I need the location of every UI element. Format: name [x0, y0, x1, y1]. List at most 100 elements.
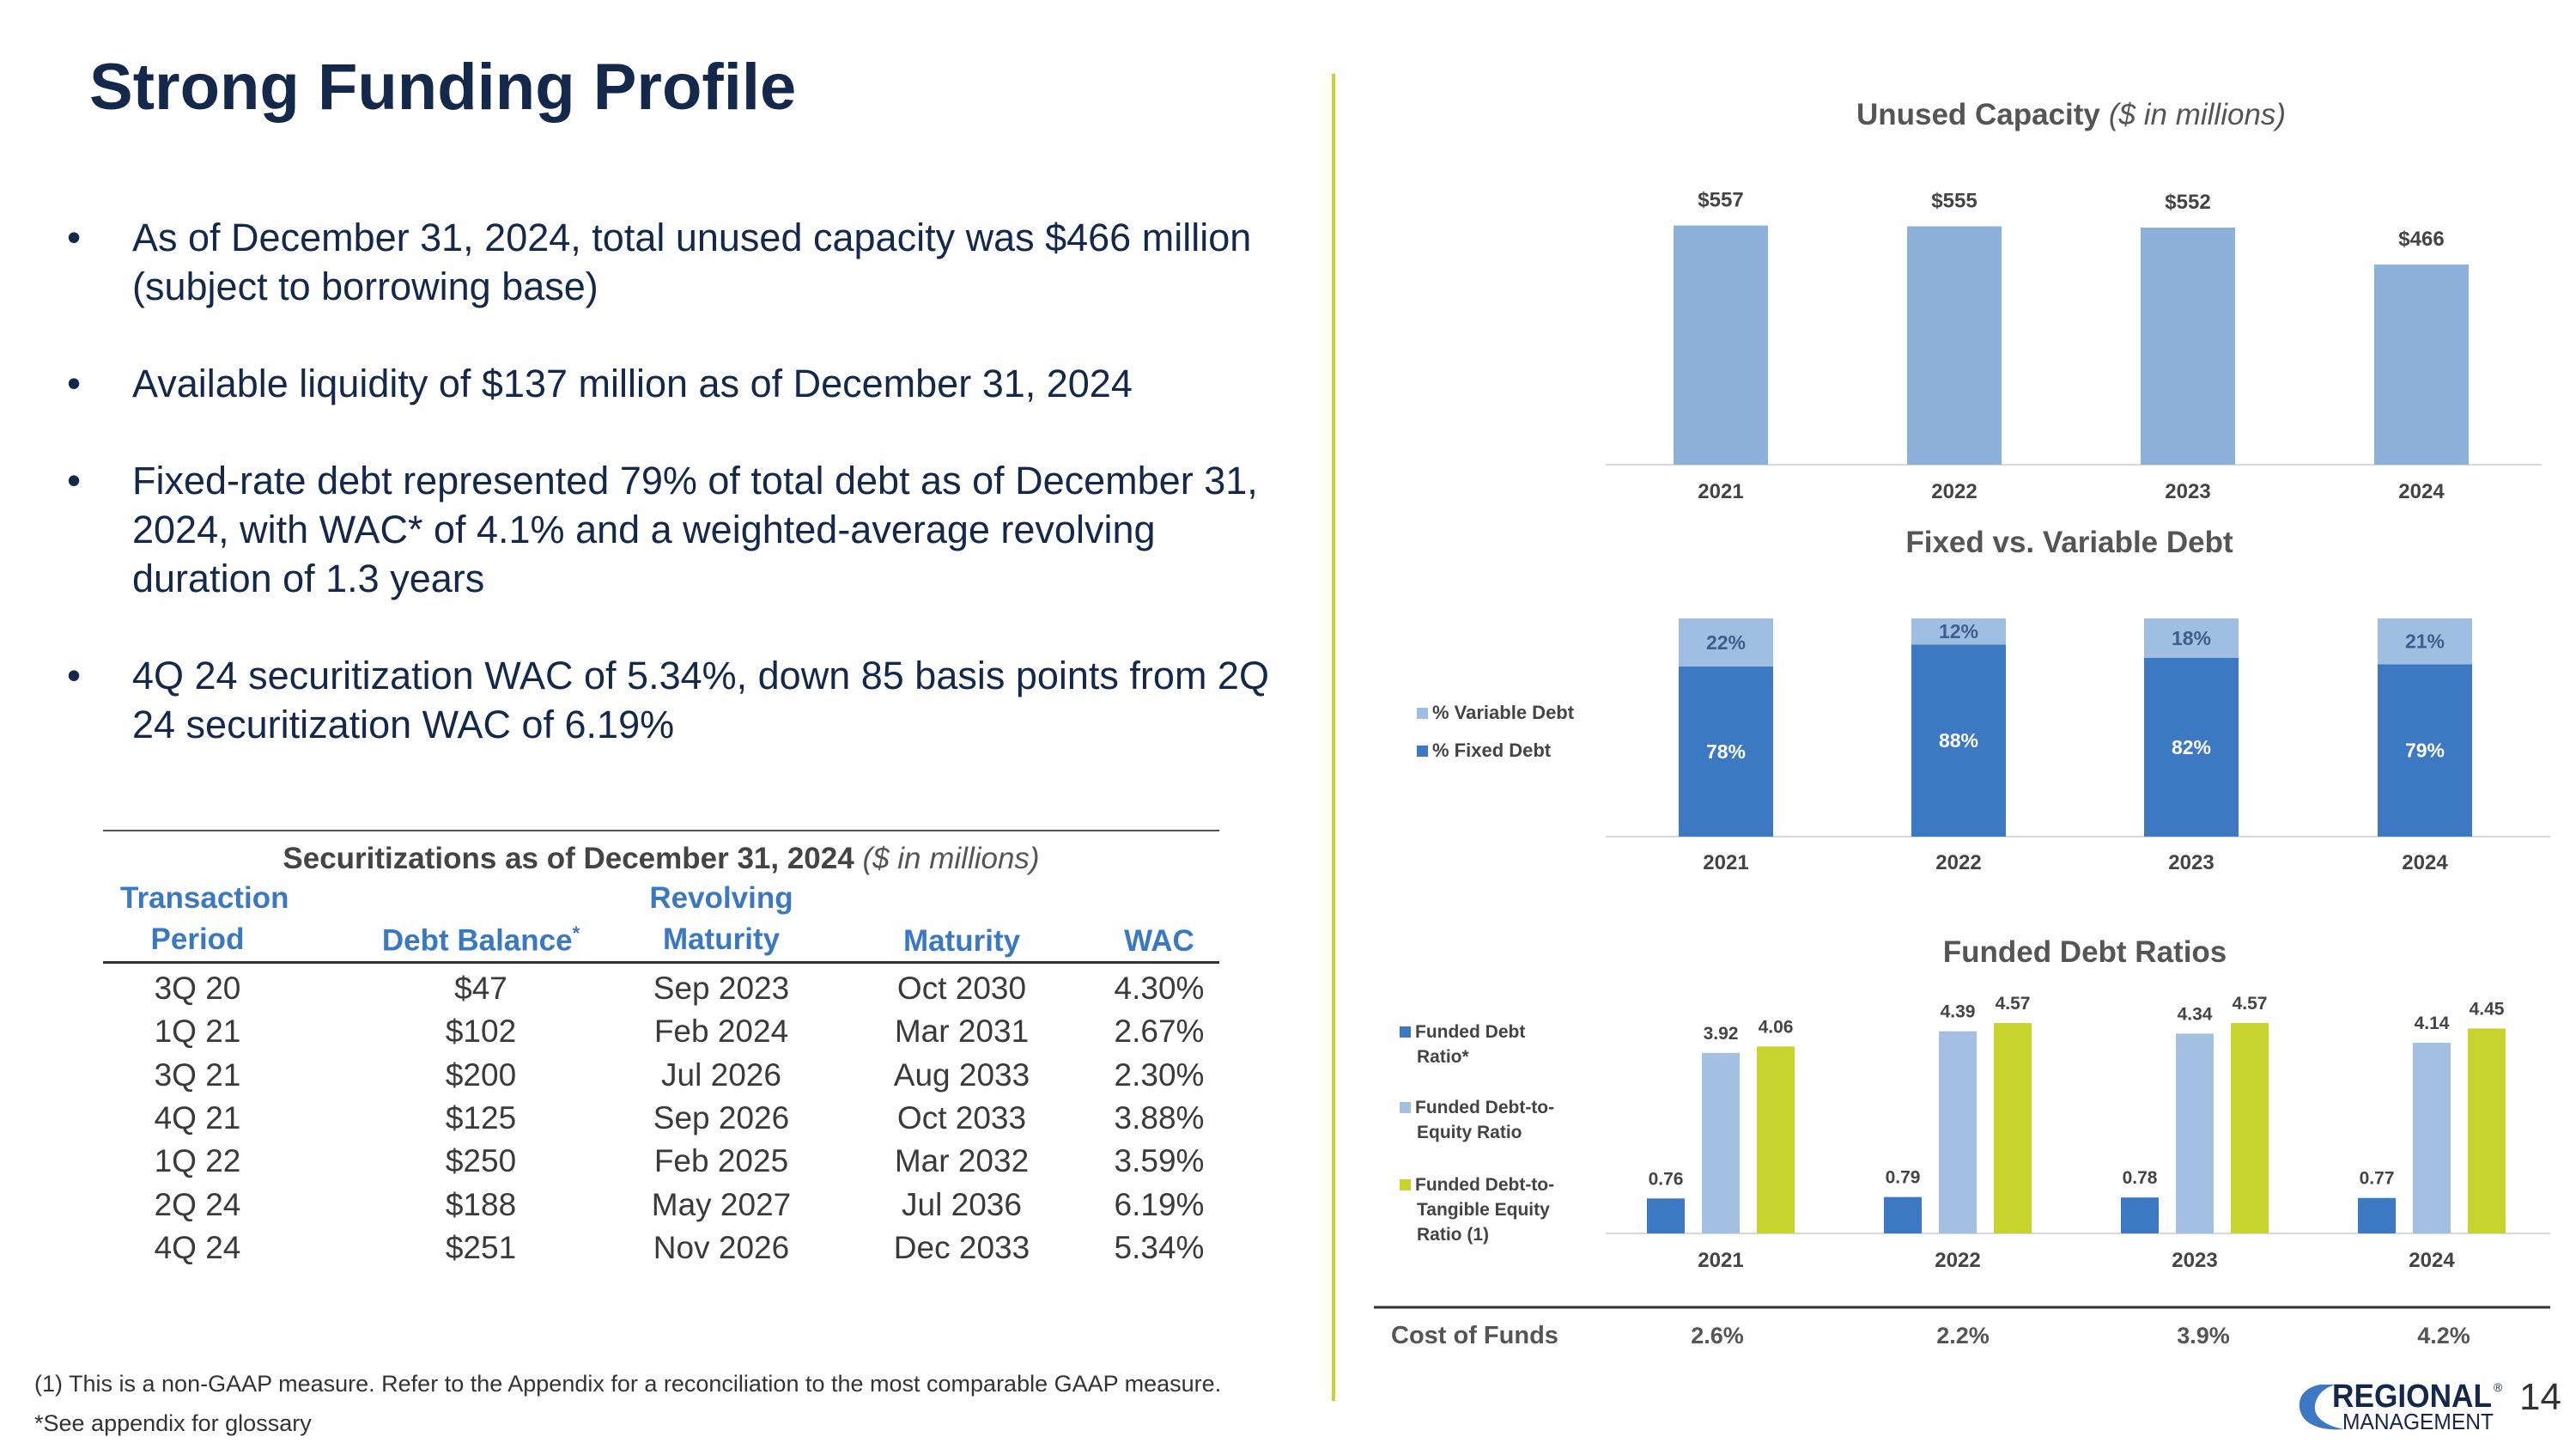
table-cell: $125 — [445, 1099, 517, 1135]
chart1-bar — [1907, 226, 2002, 465]
page-title: Strong Funding Profile — [89, 51, 797, 124]
table-header-rule — [103, 961, 1219, 964]
regional-management-logo: REGIONAL ® MANAGEMENT — [2299, 1379, 2503, 1434]
chart2-bars: 78% 22% 2021 88% 12% 2022 82% 18% 2023 79% 21% 2024 — [1679, 618, 2472, 874]
chart3-legend: Funded Debt Ratio* Funded Debt-to- Equity R… — [1400, 1022, 1554, 1245]
table-cell: Oct 2030 — [896, 971, 1027, 1006]
chart3-data-label: 0.78 — [2123, 1168, 2158, 1188]
bullet-item: 4Q 24 securitization WAC of 5.34%, down … — [67, 651, 1269, 749]
table-cell: 3.88% — [1114, 1099, 1205, 1135]
chart3-bar — [2121, 1197, 2159, 1233]
chart3-data-label: 0.76 — [1649, 1169, 1684, 1189]
table-cell: Sep 2026 — [653, 1099, 790, 1135]
fixed-variable-debt-chart: Fixed vs. Variable Debt % Variable Debt%… — [1417, 526, 2550, 874]
chart3-title: Funded Debt Ratios — [1943, 935, 2227, 969]
chart2-bar-fixed — [1911, 644, 2006, 837]
bullet-item: As of December 31, 2024, total unused ca… — [67, 213, 1269, 311]
table-cell: Jul 2026 — [661, 1056, 781, 1093]
chart3-bar — [1702, 1052, 1740, 1233]
header-debt-balance-mark: * — [572, 922, 580, 944]
table-cell: 3Q 21 — [154, 1056, 241, 1093]
chart1-data-label: $466 — [2398, 228, 2444, 251]
header-debt-balance: Debt Balance* — [352, 922, 610, 959]
chart2-fixed-label: 82% — [2172, 736, 2211, 758]
table-cell: $47 — [454, 971, 507, 1006]
footnote-2: *See appendix for glossary — [34, 1410, 312, 1436]
chart2-bar-variable — [1679, 618, 1773, 667]
chart3-legend-label: Funded Debt-to- — [1415, 1098, 1554, 1117]
table-cell: 5.34% — [1114, 1229, 1205, 1265]
chart2-fixed-label: 88% — [1939, 729, 1978, 752]
chart1-title-text: Unused Capacity — [1856, 98, 2100, 131]
header-period-line1: Transaction — [120, 881, 289, 915]
table-cell: $200 — [445, 1056, 517, 1093]
table-cell: Dec 2033 — [893, 1229, 1030, 1265]
vertical-divider — [1332, 74, 1335, 1401]
table-title-bold: Securitizations as of December 31, 2024 — [283, 842, 854, 875]
chart2-fixed-label: 78% — [1706, 740, 1746, 763]
chart2-tick-label: 2024 — [2402, 851, 2448, 874]
header-revolving-line2: Maturity — [662, 922, 781, 956]
table-cell: Sep 2023 — [653, 971, 790, 1006]
chart1-tick-label: 2022 — [1931, 480, 1977, 503]
chart2-variable-label: 12% — [1939, 620, 1978, 642]
cost-of-funds-value: 3.9% — [2177, 1323, 2230, 1349]
chart3-bars: 0.76 3.92 4.06 2021 0.79 4.39 4.57 2022 0.78 4.34… — [1647, 994, 2506, 1272]
table-cell: Aug 2033 — [893, 1056, 1030, 1093]
chart3-legend-label: Funded Debt-to- — [1415, 1175, 1554, 1195]
chart3-legend-label: Funded Debt — [1415, 1022, 1525, 1042]
table-cell: 6.19% — [1114, 1186, 1205, 1222]
chart2-bar-fixed — [1679, 666, 1773, 837]
page-number: 14 — [2519, 1376, 2561, 1418]
table-cell: Feb 2025 — [653, 1143, 789, 1179]
table-cell: Nov 2026 — [653, 1229, 790, 1265]
table-cell: 4Q 24 — [154, 1229, 241, 1265]
cost-of-funds-label: Cost of Funds — [1391, 1322, 1558, 1349]
bullet-item: Fixed-rate debt represented 79% of total… — [67, 456, 1269, 603]
chart1-bar — [2374, 265, 2469, 465]
table-cell: 2Q 24 — [154, 1186, 241, 1222]
cost-of-funds-value: 4.2% — [2417, 1323, 2470, 1349]
chart3-data-label: 3.92 — [1704, 1024, 1739, 1044]
footnote-1: (1) This is a non-GAAP measure. Refer to… — [34, 1371, 1222, 1397]
chart3-data-label: 4.39 — [1941, 1002, 1976, 1022]
chart3-legend-label: Tangible Equity — [1417, 1200, 1550, 1220]
chart2-tick-label: 2021 — [1703, 851, 1748, 874]
chart3-legend-swatch — [1400, 1179, 1411, 1190]
table-cell: $102 — [445, 1014, 517, 1050]
chart3-data-label: 4.45 — [2470, 999, 2505, 1019]
chart3-data-label: 4.06 — [1759, 1017, 1794, 1037]
table-cell: $251 — [445, 1229, 517, 1265]
chart1-data-label: $552 — [2165, 191, 2210, 214]
chart3-legend-swatch — [1400, 1026, 1411, 1038]
chart2-tick-label: 2023 — [2168, 851, 2214, 874]
logo-line1: REGIONAL — [2332, 1379, 2492, 1415]
chart2-legend-label: % Fixed Debt — [1432, 740, 1552, 761]
table-cell: 4.30% — [1114, 971, 1205, 1006]
chart1-bars: $557 2021 $555 2022 $552 2023 $466 2024 — [1674, 189, 2469, 503]
cost-of-funds-values: 2.6% 2.2% 3.9% 4.2% — [1691, 1323, 2470, 1349]
chart2-legend-swatch — [1417, 746, 1428, 757]
table-cell: Mar 2032 — [894, 1143, 1030, 1179]
chart2-legend-label: % Variable Debt — [1432, 702, 1575, 723]
logo-swoosh-icon — [2299, 1385, 2344, 1430]
header-debt-balance-label: Debt Balance — [381, 923, 573, 958]
table-cell: 3Q 20 — [154, 971, 241, 1006]
chart2-tick-label: 2022 — [1935, 851, 1981, 874]
logo-mark: ® — [2494, 1380, 2503, 1394]
chart2-variable-label: 21% — [2405, 630, 2445, 653]
chart3-bar — [2358, 1197, 2396, 1233]
table-cell: 2.67% — [1114, 1014, 1205, 1050]
table-cell: May 2027 — [651, 1186, 792, 1222]
cost-of-funds-value: 2.2% — [1936, 1323, 1990, 1349]
bullet-list: As of December 31, 2024, total unused ca… — [67, 213, 1269, 797]
chart2-title: Fixed vs. Variable Debt — [1905, 526, 2233, 559]
chart3-data-label: 0.77 — [2360, 1169, 2395, 1189]
chart3-bar — [2413, 1043, 2451, 1233]
chart3-bar — [2468, 1028, 2506, 1233]
table-top-rule — [103, 830, 1219, 831]
chart1-data-label: $557 — [1698, 189, 1743, 212]
chart3-data-label: 4.14 — [2415, 1014, 2450, 1033]
table-cell: $188 — [445, 1186, 517, 1222]
table-cell: Jul 2036 — [902, 1186, 1022, 1222]
